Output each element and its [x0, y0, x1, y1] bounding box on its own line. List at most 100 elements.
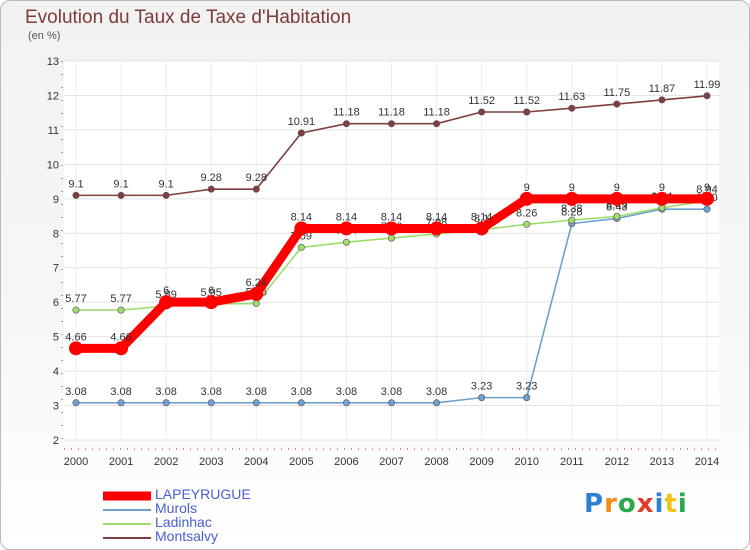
x-tick-label: 2005	[289, 456, 313, 468]
y-tick-label: 13	[47, 56, 59, 68]
data-point	[654, 191, 669, 206]
data-label: 11.18	[378, 107, 405, 119]
data-point	[519, 191, 534, 206]
data-point	[613, 212, 621, 220]
data-label: 5.95	[201, 287, 222, 299]
data-label: 8.14	[471, 211, 492, 223]
data-point	[114, 341, 129, 356]
data-point	[72, 191, 80, 199]
data-point	[162, 191, 170, 199]
x-tick-label: 2013	[650, 456, 674, 468]
logo-letter: t	[664, 489, 678, 519]
y-tick-label: 2	[53, 435, 59, 447]
data-label: 10.91	[288, 116, 316, 128]
data-label: 4.66	[65, 331, 86, 343]
data-point	[433, 120, 441, 128]
data-point	[294, 221, 309, 236]
data-label: 8.43	[606, 201, 627, 213]
data-label: 8.14	[381, 211, 402, 223]
data-point	[249, 286, 264, 301]
data-point	[700, 191, 714, 206]
data-point	[387, 234, 395, 242]
data-label: 3.08	[246, 386, 267, 398]
data-label: 5.77	[65, 293, 86, 305]
x-tick-label: 2003	[199, 456, 223, 468]
data-point	[387, 120, 395, 128]
data-point	[162, 399, 170, 407]
x-tick-label: 2004	[244, 456, 268, 468]
logo-letter: i	[654, 489, 665, 519]
data-point	[523, 108, 531, 116]
data-label: 9.1	[68, 178, 83, 190]
data-label: 9	[614, 182, 620, 194]
data-label: 9	[704, 182, 710, 194]
data-point	[72, 399, 80, 407]
y-tick-label: 12	[47, 90, 59, 102]
chart-subtitle: (en %)	[28, 30, 61, 42]
data-label: 8.14	[426, 211, 447, 223]
data-label: 9.28	[201, 172, 222, 184]
data-label: 6	[163, 285, 169, 297]
y-tick-label: 7	[53, 263, 59, 275]
logo-letter: r	[604, 489, 618, 519]
data-point	[703, 92, 711, 100]
data-point	[568, 104, 576, 112]
data-point	[207, 185, 215, 193]
data-point	[117, 306, 125, 314]
data-label: 3.08	[155, 386, 176, 398]
data-label: 11.18	[423, 107, 450, 119]
data-label: 11.75	[603, 87, 630, 99]
data-point	[474, 221, 489, 236]
y-tick-label: 6	[53, 297, 59, 309]
data-point	[159, 295, 174, 310]
logo-letter: i	[677, 489, 688, 519]
x-tick-label: 2008	[424, 456, 448, 468]
logo-letter: P	[584, 489, 605, 519]
data-point	[297, 243, 305, 251]
data-label: 6.24	[246, 277, 267, 289]
logo-letter: x	[636, 489, 655, 519]
data-point	[478, 394, 486, 402]
y-tick-label: 5	[53, 332, 59, 344]
data-point	[387, 399, 395, 407]
data-label: 5.77	[110, 293, 131, 305]
data-label: 9.1	[158, 178, 173, 190]
x-tick-label: 2012	[605, 456, 629, 468]
data-label: 8.28	[561, 207, 582, 219]
data-point	[342, 120, 350, 128]
data-point	[72, 306, 80, 314]
y-tick-label: 8	[53, 228, 59, 240]
legend-label: Murols	[155, 500, 198, 516]
data-point	[204, 295, 219, 310]
data-label: 11.18	[333, 107, 360, 119]
data-point	[658, 96, 666, 104]
x-tick-label: 2000	[64, 456, 88, 468]
data-point	[342, 238, 350, 246]
data-point	[433, 399, 441, 407]
data-label: 3.23	[471, 381, 492, 393]
data-point	[523, 394, 531, 402]
data-label: 9	[659, 182, 665, 194]
data-point	[117, 399, 125, 407]
data-label: 9	[569, 182, 575, 194]
data-label: 9	[524, 182, 530, 194]
data-point	[384, 221, 399, 236]
data-label: 8.14	[336, 211, 357, 223]
y-tick-label: 11	[48, 125, 59, 137]
data-label: 3.08	[426, 386, 447, 398]
logo-letter: o	[617, 489, 637, 519]
data-point	[429, 221, 444, 236]
proxiti-logo: Proxiti	[584, 489, 688, 519]
data-label: 11.52	[468, 95, 495, 107]
data-point	[703, 205, 711, 213]
data-point	[342, 399, 350, 407]
x-tick-label: 2001	[109, 456, 133, 468]
data-label: 3.08	[65, 386, 86, 398]
data-point	[117, 191, 125, 199]
data-point	[339, 221, 354, 236]
x-tick-label: 2011	[560, 456, 584, 468]
y-tick-label: 3	[53, 401, 59, 413]
chart-title: Evolution du Taux de Taxe d'Habitation	[25, 7, 352, 28]
data-point	[252, 185, 260, 193]
